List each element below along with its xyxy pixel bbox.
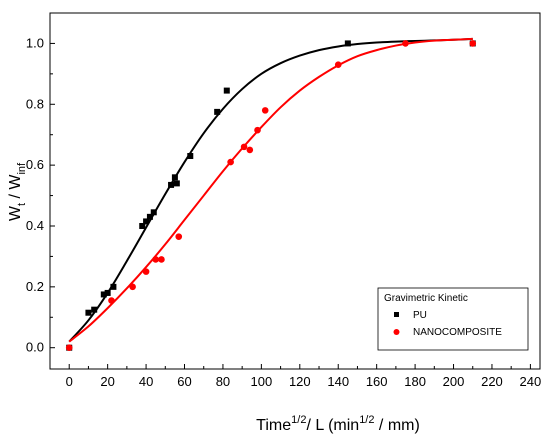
data-point-nanocomposite bbox=[246, 146, 254, 154]
x-tick-label: 0 bbox=[66, 374, 73, 389]
legend-box bbox=[377, 287, 529, 351]
x-tick-label: 180 bbox=[404, 374, 426, 389]
data-point-pu bbox=[139, 222, 146, 229]
x-tick-label: 100 bbox=[251, 374, 273, 389]
legend-label-pu: PU bbox=[413, 310, 427, 321]
data-point-pu bbox=[214, 108, 221, 115]
legend-label-nanocomposite: NANOCOMPOSITE bbox=[413, 327, 502, 338]
y-tick-label: 1.0 bbox=[26, 35, 44, 50]
data-point-pu bbox=[223, 87, 230, 94]
data-point-pu bbox=[173, 180, 180, 187]
x-tick-label: 80 bbox=[216, 374, 230, 389]
x-tick-label: 160 bbox=[366, 374, 388, 389]
data-point-nanocomposite bbox=[254, 126, 261, 134]
data-point-nanocomposite bbox=[152, 256, 159, 263]
data-point-pu bbox=[344, 40, 351, 47]
data-point-nanocomposite bbox=[334, 61, 342, 69]
x-axis-title-sup1: 1/2 bbox=[291, 414, 306, 426]
x-tick-label: 200 bbox=[443, 374, 465, 389]
x-tick-label: 20 bbox=[100, 374, 114, 389]
data-point-nanocomposite bbox=[240, 143, 248, 151]
data-point-pu bbox=[91, 306, 98, 313]
x-axis-title-mid: / L (min bbox=[306, 417, 359, 434]
y-tick-label: 0.8 bbox=[26, 96, 44, 111]
data-point-pu bbox=[168, 181, 175, 188]
y-tick-label: 0.6 bbox=[26, 157, 44, 172]
data-points bbox=[65, 40, 477, 352]
y-tick-label: 0.2 bbox=[26, 279, 44, 294]
x-axis-title-base: Time bbox=[256, 417, 291, 434]
data-point-pu bbox=[104, 289, 111, 296]
y-axis-title-sub2: inf bbox=[16, 162, 28, 175]
x-tick-label: 40 bbox=[139, 374, 153, 389]
data-point-pu bbox=[85, 309, 92, 316]
x-tick-label: 140 bbox=[327, 374, 349, 389]
y-tick-label: 0.0 bbox=[26, 340, 44, 355]
y-axis: 0.0 0.2 0.4 0.6 0.8 1.0 bbox=[26, 35, 55, 355]
x-axis-title-sup2: 1/2 bbox=[359, 414, 374, 426]
x-tick-label: 60 bbox=[177, 374, 191, 389]
x-tick-label: 240 bbox=[520, 374, 542, 389]
y-axis-title: Wt / Winf bbox=[7, 162, 28, 221]
data-point-nanocomposite bbox=[261, 107, 269, 114]
y-tick-label: 0.4 bbox=[26, 218, 44, 233]
legend: Gravimetric Kinetic PU NANOCOMPOSITE bbox=[377, 287, 529, 351]
legend-marker-nanocomposite bbox=[393, 329, 400, 335]
plot-frame bbox=[49, 12, 541, 370]
x-axis-title-end: / mm) bbox=[374, 417, 419, 434]
y-axis-title-base: W bbox=[7, 205, 24, 221]
x-tick-label: 220 bbox=[481, 374, 503, 389]
data-point-nanocomposite bbox=[108, 297, 115, 304]
x-tick-label: 120 bbox=[289, 374, 311, 389]
data-point-pu bbox=[171, 174, 178, 181]
data-point-nanocomposite bbox=[142, 268, 150, 275]
data-point-nanocomposite bbox=[175, 233, 183, 240]
data-point-pu bbox=[150, 209, 157, 216]
y-axis-title-sub1: t bbox=[16, 203, 28, 206]
legend-title: Gravimetric Kinetic bbox=[384, 293, 468, 304]
data-point-pu bbox=[110, 283, 117, 290]
data-point-pu bbox=[187, 153, 194, 160]
data-point-nanocomposite bbox=[65, 344, 73, 352]
x-axis: 0 20 40 60 80 100 120 140 160 180 200 220 240 bbox=[66, 364, 542, 389]
data-point-pu bbox=[100, 291, 107, 298]
data-point-nanocomposite bbox=[227, 158, 234, 166]
x-axis-title: Time1/2/ L (min1/2 / mm) bbox=[256, 414, 420, 434]
data-point-pu bbox=[143, 218, 150, 225]
data-point-pu bbox=[146, 213, 153, 220]
data-point-nanocomposite bbox=[158, 256, 165, 263]
y-axis-title-mid: / W bbox=[7, 174, 24, 203]
legend-marker-pu bbox=[394, 312, 399, 317]
data-point-nanocomposite bbox=[402, 40, 409, 47]
data-point-nanocomposite bbox=[129, 283, 136, 291]
data-point-nanocomposite bbox=[469, 40, 477, 47]
